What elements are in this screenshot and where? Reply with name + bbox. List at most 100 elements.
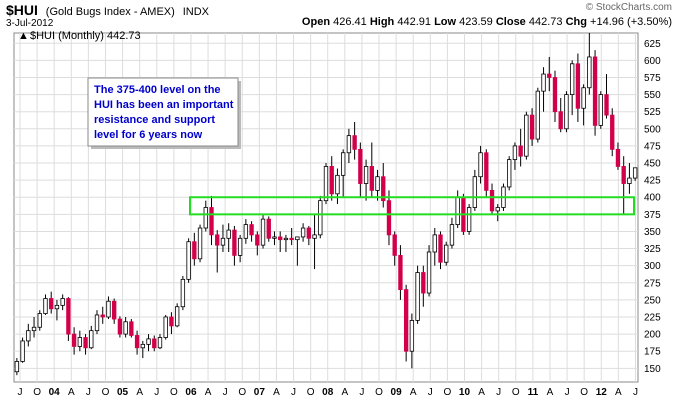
y-tick-label: 300	[644, 261, 661, 272]
candle-body	[37, 313, 42, 328]
x-tick-label: O	[512, 387, 520, 398]
x-tick-label: O	[375, 387, 383, 398]
candle-body	[255, 234, 260, 246]
candle-body	[323, 166, 329, 202]
candle-body	[495, 207, 500, 212]
candle-body	[49, 298, 54, 310]
candle-body	[592, 56, 598, 126]
candle-body	[587, 56, 592, 89]
candle-body	[466, 207, 472, 232]
candle-body	[386, 200, 392, 236]
candle-body	[209, 207, 214, 236]
x-tick-label: J	[86, 387, 91, 398]
candle-body	[426, 251, 432, 294]
stockcharts-watermark: © StockCharts.com	[585, 2, 672, 13]
x-tick-label: 10	[459, 387, 471, 398]
candle-body	[489, 189, 495, 212]
close-label: Close	[495, 16, 526, 28]
candle-body	[89, 330, 94, 349]
x-tick-label: O	[238, 387, 246, 398]
x-tick-label: A	[547, 387, 554, 398]
candle-body	[392, 234, 397, 256]
candle-body	[432, 234, 437, 253]
candle-body	[518, 145, 523, 157]
x-tick-label: A	[136, 387, 143, 398]
candle-body	[20, 340, 25, 362]
legend-icon: ▲	[18, 30, 29, 42]
symbol-label: $HUI	[6, 2, 38, 18]
candle-body	[215, 234, 220, 246]
x-tick-label: J	[633, 387, 638, 398]
candle-body	[203, 207, 208, 229]
candle-body	[43, 298, 48, 314]
exchange-label: INDX	[182, 6, 209, 18]
annotation-line: The 375-400 level on the	[94, 84, 221, 96]
high-value: 442.91	[397, 16, 431, 28]
candle-body	[529, 114, 535, 140]
candle-body	[157, 337, 163, 349]
candle-body	[478, 152, 483, 178]
chart-header: $HUI (Gold Bugs Index - AMEX) INDX 3-Jul…	[0, 0, 680, 30]
candle-body	[558, 111, 563, 130]
candle-body	[31, 326, 37, 332]
support-resistance-band	[189, 196, 635, 216]
x-tick-label: A	[410, 387, 417, 398]
x-tick-label: 08	[322, 387, 334, 398]
x-tick-label: 09	[391, 387, 403, 398]
x-tick-label: J	[18, 387, 23, 398]
candle-body	[507, 159, 512, 188]
x-tick-label: A	[273, 387, 280, 398]
candle-body	[381, 176, 386, 202]
x-tick-label: A	[478, 387, 485, 398]
candle-body	[226, 229, 231, 239]
annotation-line: level for 6 years now	[94, 129, 203, 141]
candle-body	[312, 234, 317, 239]
low-value: 423.59	[459, 16, 493, 28]
close-value: 442.73	[528, 16, 563, 28]
y-tick-label: 400	[644, 193, 661, 204]
candle-body	[627, 177, 632, 184]
x-tick-label: O	[102, 387, 110, 398]
candle-body	[243, 224, 249, 239]
candle-body	[134, 335, 140, 349]
x-tick-label: 11	[528, 387, 539, 398]
y-tick-label: 550	[644, 90, 661, 101]
candle-body	[54, 304, 60, 310]
x-tick-label: 06	[185, 387, 197, 398]
candle-body	[174, 306, 180, 327]
candle-body	[524, 114, 529, 157]
y-tick-label: 150	[644, 364, 661, 375]
candle-body	[472, 176, 478, 208]
x-tick-label: 07	[254, 387, 266, 398]
x-tick-label: J	[223, 387, 228, 398]
candle-body	[564, 94, 569, 130]
y-tick-label: 250	[644, 295, 661, 306]
candle-body	[152, 338, 157, 349]
candle-body	[363, 166, 369, 184]
y-tick-label: 575	[644, 73, 661, 84]
candle-body	[283, 237, 289, 241]
candle-body	[220, 237, 226, 246]
candle-body	[318, 200, 323, 236]
x-tick-label: J	[428, 387, 433, 398]
ohlc-readout: Open 426.41 High 442.91 Low 423.59 Close…	[302, 16, 672, 28]
x-tick-label: A	[205, 387, 212, 398]
open-value: 426.41	[333, 16, 367, 28]
candle-body	[621, 166, 626, 184]
candle-body	[369, 166, 374, 191]
candle-body	[278, 236, 283, 241]
chart-title: $HUI (Gold Bugs Index - AMEX) INDX	[6, 2, 209, 18]
candle-body	[140, 343, 145, 349]
candle-body	[535, 90, 540, 140]
y-tick-label: 525	[644, 107, 661, 118]
candle-body	[449, 224, 455, 246]
candle-body	[575, 63, 581, 109]
candle-body	[329, 166, 334, 195]
candle-body	[398, 255, 403, 291]
candle-body	[300, 227, 306, 238]
candle-body	[512, 145, 518, 160]
candle-body	[60, 298, 65, 306]
candle-body	[340, 152, 346, 176]
candle-body	[123, 321, 128, 335]
candle-body	[106, 300, 111, 318]
